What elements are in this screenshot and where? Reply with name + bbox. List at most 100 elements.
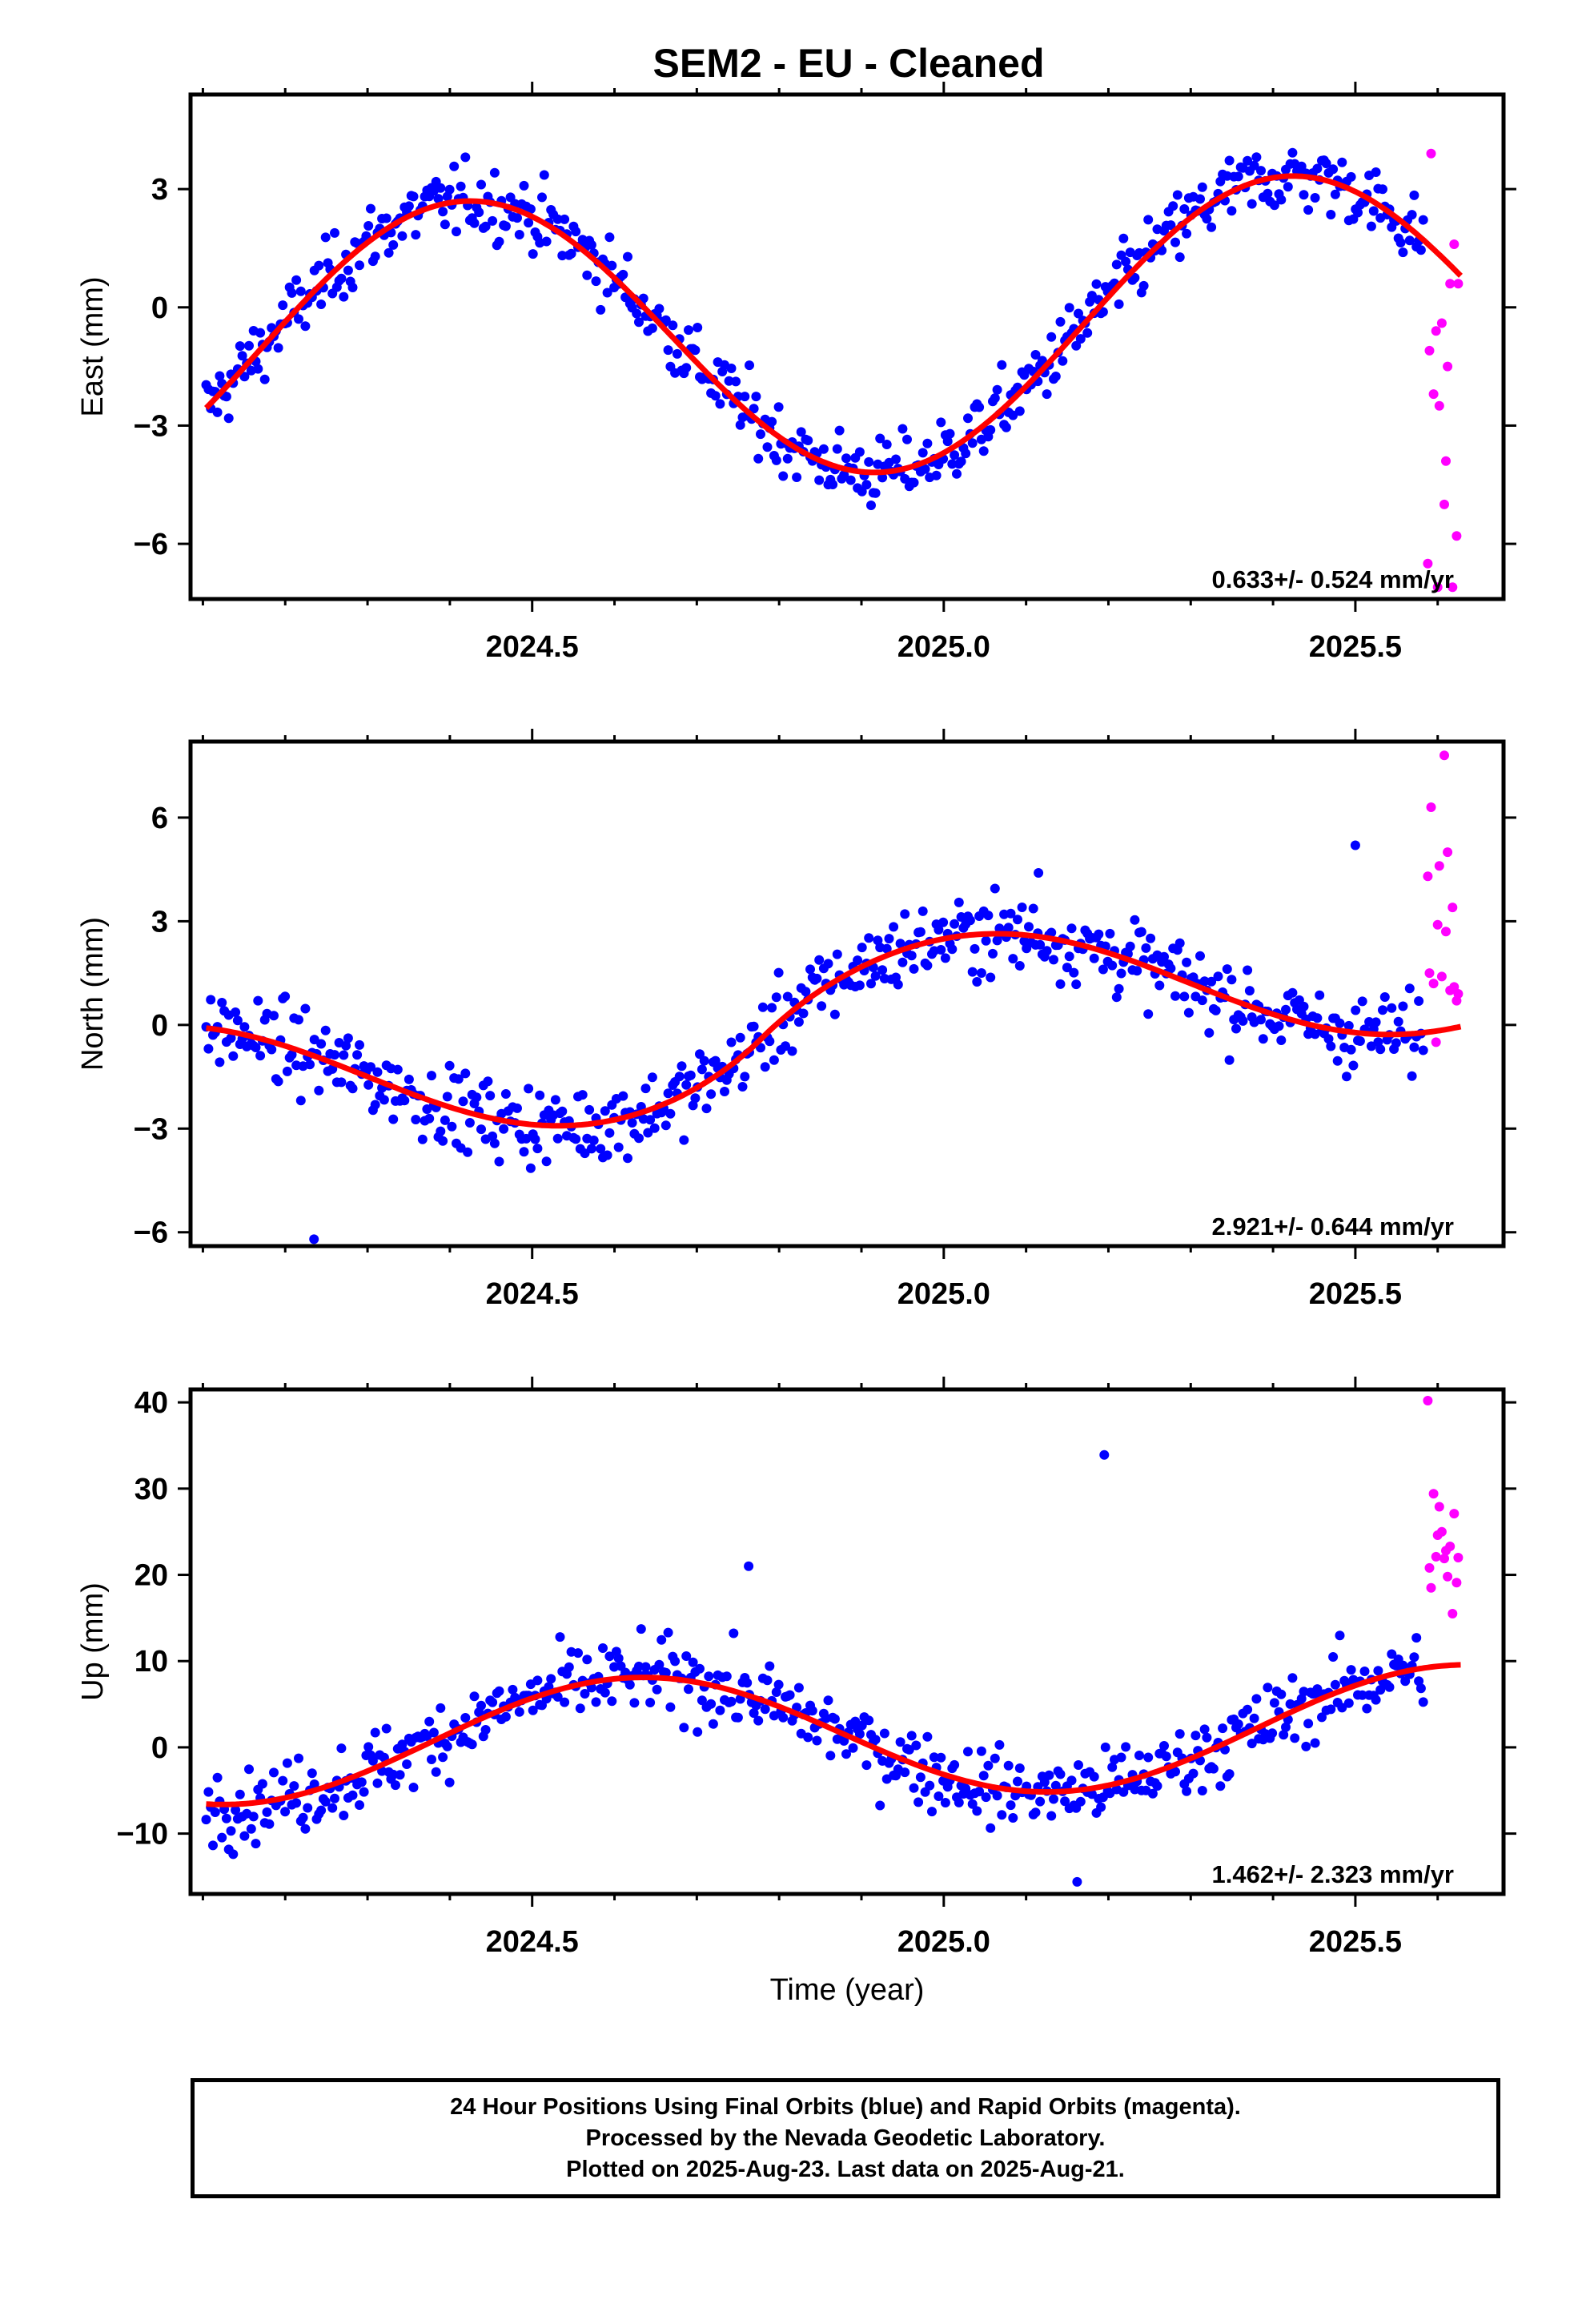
final-orbit-point (1197, 182, 1207, 192)
final-orbit-point (1008, 954, 1018, 964)
east-panel: 2024.5 2025.0 2025.5 −6 −3 0 3 East (mm) 0.633+/… (76, 82, 1516, 664)
final-orbit-point (679, 1723, 689, 1733)
final-orbit-point (744, 1561, 754, 1571)
final-orbit-point (920, 464, 930, 474)
final-orbit-point (367, 1755, 378, 1766)
final-orbit-point (316, 1039, 327, 1049)
final-orbit-point (891, 454, 901, 464)
final-orbit-point (280, 1807, 291, 1817)
final-orbit-point (1099, 1449, 1110, 1460)
final-orbit-point (400, 1096, 410, 1106)
final-orbit-point (452, 227, 461, 237)
final-orbit-point (231, 1007, 241, 1017)
final-orbit-point (535, 1090, 545, 1100)
final-orbit-point (273, 1076, 283, 1087)
final-orbit-point (720, 1087, 729, 1096)
final-orbit-point (1213, 971, 1223, 982)
final-orbit-point (571, 1134, 581, 1144)
final-orbit-point (787, 1046, 797, 1056)
final-orbit-point (778, 1712, 789, 1723)
final-orbit-point (1249, 160, 1259, 171)
final-orbit-point (381, 1723, 391, 1734)
final-orbit-point (1064, 303, 1074, 313)
final-orbit-point (841, 453, 851, 464)
final-orbit-point (251, 1839, 261, 1849)
final-orbit-point (298, 1812, 308, 1823)
y-tick-label: 10 (135, 1645, 168, 1679)
final-orbit-point (864, 1715, 874, 1726)
final-orbit-point (494, 236, 504, 247)
final-orbit-point (1072, 1876, 1082, 1887)
final-orbit-point (634, 1661, 644, 1671)
final-orbit-point (388, 239, 399, 250)
final-orbit-point (228, 1051, 239, 1061)
final-orbit-point (1247, 199, 1257, 209)
final-orbit-point (769, 1711, 779, 1721)
final-orbit-point (922, 1731, 933, 1742)
x-tick-label: 2024.5 (486, 1277, 579, 1311)
final-orbit-point (1188, 1768, 1199, 1779)
final-orbit-point (1050, 372, 1061, 381)
rapid-orbit-point (1436, 318, 1447, 328)
final-orbit-point (679, 1135, 689, 1145)
final-orbit-point (870, 1735, 881, 1745)
final-orbit-point (1274, 1021, 1284, 1031)
final-orbit-point (773, 1679, 784, 1690)
final-orbit-point (571, 227, 581, 237)
final-orbit-point (823, 1695, 833, 1706)
final-orbit-point (1035, 939, 1046, 950)
final-orbit-point (508, 1684, 518, 1695)
final-orbit-point (341, 1040, 351, 1051)
final-orbit-point (1035, 1796, 1046, 1807)
final-orbit-point (359, 1787, 369, 1797)
final-orbit-point (1159, 951, 1169, 962)
final-orbit-point (449, 161, 460, 171)
final-orbit-point (729, 1628, 739, 1638)
final-orbit-point (767, 416, 777, 427)
final-orbit-point (528, 249, 538, 259)
final-orbit-point (1379, 992, 1390, 1002)
final-orbit-point (221, 392, 231, 402)
y-tick-label: 20 (135, 1559, 168, 1593)
final-orbit-point (442, 1092, 452, 1102)
final-orbit-point (591, 1697, 601, 1707)
final-orbit-point (1174, 252, 1185, 263)
final-orbit-point (992, 1791, 1002, 1801)
final-orbit-point (555, 1632, 565, 1642)
final-orbit-point (336, 1077, 347, 1088)
final-orbit-point (532, 1675, 543, 1686)
final-orbit-point (749, 1021, 759, 1031)
final-orbit-point (629, 1698, 640, 1708)
final-orbit-point (289, 1781, 299, 1791)
final-orbit-point (940, 953, 950, 963)
final-orbit-point (591, 276, 601, 287)
final-orbit-point (1326, 1041, 1336, 1051)
final-orbit-point (785, 1690, 795, 1700)
final-orbit-point (532, 1144, 543, 1154)
final-orbit-point (857, 1720, 867, 1731)
final-orbit-point (363, 1742, 374, 1752)
final-orbit-point (1256, 1015, 1266, 1025)
model-fit-curve (206, 931, 1462, 1129)
final-orbit-point (866, 501, 876, 510)
final-orbit-point (1346, 1044, 1356, 1055)
final-orbit-point (945, 428, 955, 439)
final-orbit-point (976, 1746, 986, 1756)
final-orbit-point (1146, 933, 1156, 943)
final-orbit-point (681, 1651, 692, 1661)
final-orbit-point (269, 1011, 279, 1021)
final-orbit-point (539, 170, 549, 180)
final-orbit-point (244, 1764, 254, 1775)
final-orbit-point (397, 231, 408, 241)
final-orbit-point (634, 317, 644, 328)
final-orbit-point (379, 1095, 389, 1105)
final-orbit-point (967, 967, 978, 977)
final-orbit-point (931, 470, 942, 480)
final-orbit-point (693, 323, 703, 332)
rapid-orbit-point (1447, 582, 1458, 593)
final-orbit-point (672, 348, 682, 359)
final-orbit-point (476, 1124, 486, 1135)
final-orbit-point (665, 1108, 676, 1119)
x-axis-label: Time (year) (770, 1973, 925, 2007)
